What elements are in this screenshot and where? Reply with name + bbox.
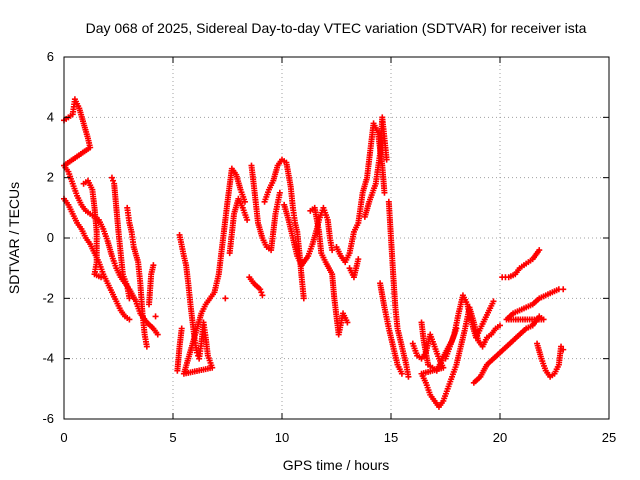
data-point: [98, 274, 105, 281]
data-point: [398, 370, 405, 377]
x-tick-label: 5: [169, 430, 176, 445]
data-point: [257, 286, 264, 293]
y-tick-label: -4: [42, 351, 54, 366]
data-point: [244, 216, 251, 223]
x-tick-label: 10: [275, 430, 289, 445]
data-point: [490, 298, 497, 305]
x-tick-label: 15: [384, 430, 398, 445]
y-axis-label: SDTVAR / TECUs: [6, 182, 22, 294]
data-point: [558, 343, 565, 350]
y-tick-label: 2: [47, 170, 54, 185]
x-tick-label: 0: [60, 430, 67, 445]
data-point: [241, 198, 248, 205]
data-point: [222, 295, 229, 302]
axis-ticks: 0 5 10 15 20 25 -6 -4 -2 0 2 4 6: [42, 49, 616, 445]
data-point: [300, 295, 307, 302]
data-point: [143, 343, 150, 350]
grid-lines: [64, 57, 609, 419]
x-axis-label: GPS time / hours: [283, 457, 390, 473]
y-tick-label: -6: [42, 411, 54, 426]
data-point: [453, 325, 460, 332]
series-track-b: [61, 174, 159, 350]
y-tick-label: -2: [42, 290, 54, 305]
x-tick-label: 20: [493, 430, 507, 445]
y-tick-label: 4: [47, 109, 54, 124]
data-point: [497, 322, 503, 329]
series-track-c: [174, 114, 412, 380]
data-point: [126, 295, 133, 302]
chart-title: Day 068 of 2025, Sidereal Day-to-day VTE…: [86, 20, 587, 36]
data-point: [329, 247, 336, 254]
series-track-a: [61, 96, 161, 338]
data-point: [110, 177, 117, 184]
y-tick-label: 6: [47, 49, 54, 64]
data-point: [560, 346, 567, 353]
data-point: [154, 331, 161, 338]
data-point: [258, 289, 265, 296]
data-point: [108, 174, 115, 181]
data-point: [150, 262, 157, 269]
data-point: [259, 292, 266, 299]
data-point: [355, 256, 362, 263]
data-point: [536, 247, 543, 254]
data-points: [61, 96, 567, 410]
data-point: [405, 373, 412, 380]
data-point: [193, 349, 200, 356]
data-point: [126, 316, 133, 323]
y-tick-label: 0: [47, 230, 54, 245]
data-point: [152, 313, 159, 320]
data-point: [344, 319, 351, 326]
data-point: [560, 286, 567, 293]
data-point: [383, 156, 390, 163]
x-tick-label: 25: [602, 430, 616, 445]
data-point: [381, 189, 388, 196]
data-point: [178, 325, 185, 332]
data-point: [276, 189, 283, 196]
series-track-d: [409, 247, 567, 410]
